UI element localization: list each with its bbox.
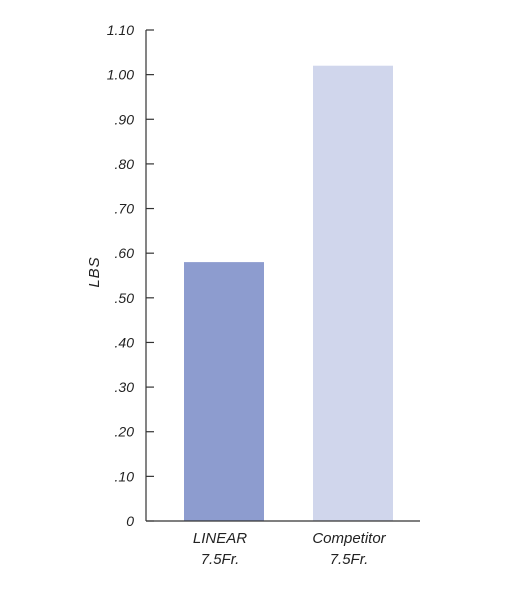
y-tick-label: .30 [115, 379, 135, 395]
y-axis-ticks: 0 .10 .20 .30 .40 .50 .60 .70 .80 .90 1.00 1.10 [107, 22, 154, 529]
y-tick-label: 0 [126, 513, 134, 529]
y-tick-label: .60 [115, 245, 135, 261]
y-tick-label: .40 [115, 334, 135, 350]
category-label-line2: 7.5Fr. [330, 551, 369, 568]
y-tick-label: .90 [115, 111, 135, 127]
y-tick-label: 1.10 [107, 22, 134, 38]
y-tick-label: .80 [115, 156, 135, 172]
y-tick-label: 1.00 [107, 67, 134, 83]
y-axis-title: LBS [86, 256, 103, 287]
category-label-line1: Competitor [312, 530, 386, 547]
category-label-line1: LINEAR [193, 530, 247, 547]
y-tick-label: .10 [115, 468, 135, 484]
y-tick-label: .70 [115, 201, 135, 217]
y-tick-label: .20 [115, 424, 135, 440]
y-tick-label: .50 [115, 290, 135, 306]
bar-1 [184, 262, 264, 521]
bar-2 [313, 65, 393, 521]
category-labels: LINEAR 7.5Fr. Competitor 7.5Fr. [193, 530, 387, 568]
bars [184, 65, 393, 521]
category-label-line2: 7.5Fr. [201, 551, 240, 568]
